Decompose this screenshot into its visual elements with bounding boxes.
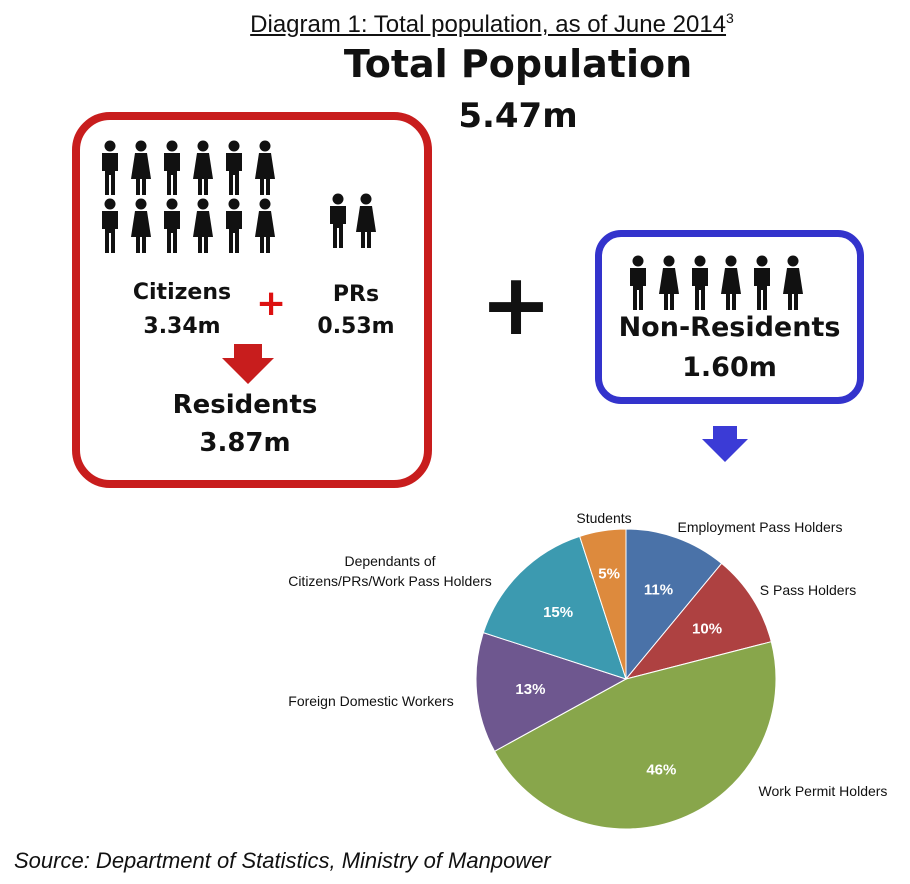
residents-box <box>72 112 432 488</box>
diagram-heading-text: Diagram 1: Total population, as of June … <box>250 11 727 38</box>
big-plus-sign: + <box>480 255 553 355</box>
residents-value: 3.87m <box>199 428 291 458</box>
non-residents-label: Non-Residents <box>618 312 841 343</box>
pie-category-label: S Pass Holders <box>760 582 856 598</box>
pie-slice-students <box>579 528 627 680</box>
pie-category-label: Dependants of Citizens/PRs/Work Pass Hold… <box>288 553 492 589</box>
pie-data-label: 15% <box>543 604 573 621</box>
source-note: Source: Department of Statistics, Minist… <box>14 848 551 873</box>
pie-category-label: Students <box>576 510 631 526</box>
down-arrow-red-icon <box>222 344 274 384</box>
non-residents-people-icon <box>630 255 803 310</box>
non-residents-value: 1.60m <box>682 352 777 383</box>
pie-slice-foreign-domestic-workers <box>475 632 628 752</box>
pie-slice-dependants-of <box>482 535 627 680</box>
footnote-marker: 3 <box>726 10 734 26</box>
pie-category-label: Work Permit Holders <box>759 783 888 799</box>
total-population-value: 5.47m <box>458 96 578 136</box>
residents-label: Residents <box>172 390 318 420</box>
pie-slice-employment-pass-holders <box>625 528 723 681</box>
prs-value: 0.53m <box>317 314 395 339</box>
pie-slice-s-pass-holders <box>624 562 772 680</box>
total-population-title: Total Population <box>343 42 693 86</box>
citizens-people-icon <box>102 140 275 253</box>
diagram-heading: Diagram 1: Total population, as of June … <box>0 10 910 39</box>
prs-label: PRs <box>332 282 380 307</box>
non-residents-box <box>595 230 864 404</box>
pie-data-label: 13% <box>515 681 545 698</box>
pie-data-label: 5% <box>598 565 620 582</box>
pie-data-label: 46% <box>646 761 676 778</box>
pie-data-label: 10% <box>692 621 722 638</box>
pie-category-label: Employment Pass Holders <box>678 519 843 535</box>
prs-people-icon <box>330 193 376 248</box>
pie-slice-work-permit-holders <box>493 641 777 830</box>
pie-data-label: 11% <box>644 582 673 599</box>
down-arrow-blue-icon <box>702 426 748 462</box>
plus-red-sign: + <box>256 283 287 324</box>
citizens-value: 3.34m <box>143 314 221 339</box>
pie-category-label: Foreign Domestic Workers <box>288 693 453 709</box>
citizens-label: Citizens <box>132 280 232 305</box>
